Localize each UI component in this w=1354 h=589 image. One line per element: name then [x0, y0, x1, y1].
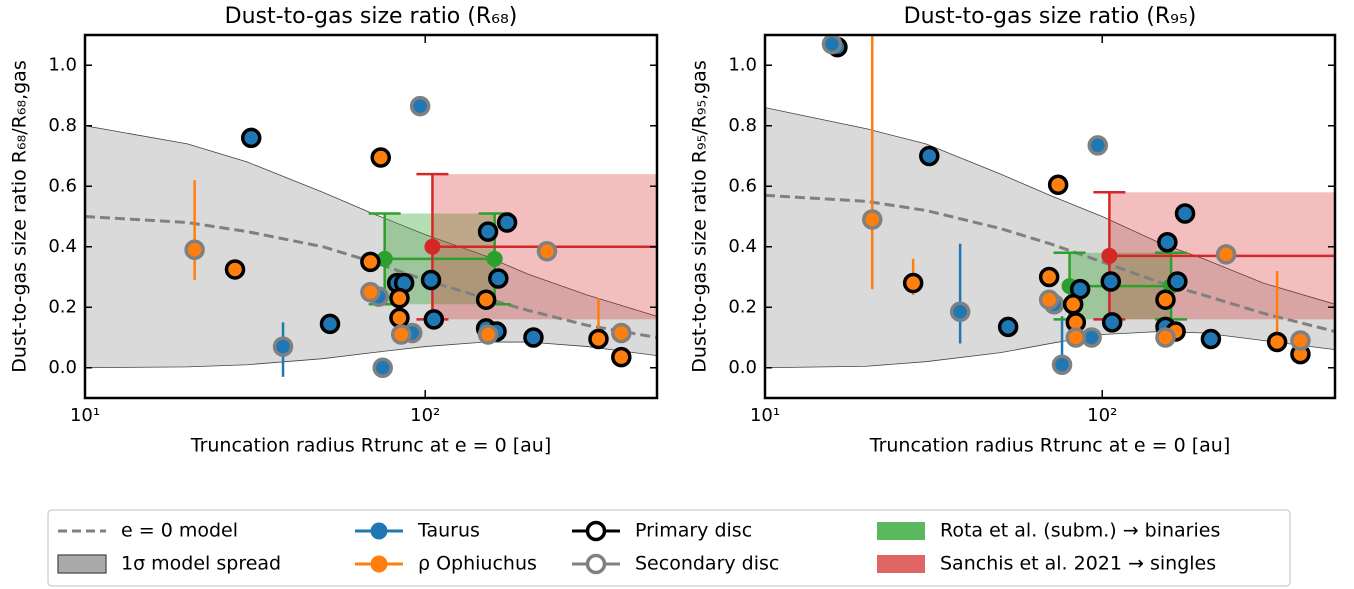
point — [1157, 231, 1178, 253]
legend-label: 1σ model spread — [121, 553, 281, 575]
x-axis-label: Truncation radius Rtrunc at e = 0 [au] — [190, 435, 552, 457]
y-tick-label: 0.4 — [728, 236, 757, 257]
sanchis-point — [1101, 247, 1118, 264]
point — [1065, 327, 1087, 348]
y-tick-label: 0.2 — [728, 296, 757, 317]
point — [496, 212, 518, 233]
plot-area — [765, 35, 1335, 375]
x-tick-label: 10² — [410, 405, 440, 426]
point — [389, 307, 410, 329]
y-tick-label: 0.6 — [728, 175, 757, 196]
y-tick-label: 0.8 — [728, 115, 757, 136]
model-spread — [765, 107, 1335, 369]
point — [475, 289, 497, 310]
y-axis-label: Dust-to-gas size ratio R₉₅/R₉₅,gas — [689, 60, 711, 372]
rota-point — [486, 250, 503, 267]
point — [423, 309, 445, 330]
point — [360, 281, 381, 303]
legend-handle — [370, 555, 388, 573]
point — [477, 324, 499, 345]
point — [588, 328, 609, 350]
rota-point — [376, 250, 393, 267]
point — [1290, 330, 1311, 351]
chart-title: Dust-to-gas size ratio (R₆₈) — [225, 4, 518, 29]
point — [409, 95, 431, 117]
point — [997, 316, 1019, 338]
x-axis-label: Truncation radius Rtrunc at e = 0 [au] — [869, 435, 1231, 457]
point — [372, 357, 393, 378]
point — [370, 147, 391, 168]
point — [536, 241, 558, 262]
point — [1101, 312, 1123, 333]
legend-handle — [585, 553, 607, 575]
point — [821, 35, 843, 55]
point — [1167, 271, 1188, 292]
y-axis-label: Dust-to-gas size ratio R₆₈/R₆₈,gas — [9, 60, 31, 372]
x-tick-label: 10¹ — [70, 405, 100, 426]
x-tick-label: 10¹ — [750, 405, 780, 426]
plot-area — [85, 95, 657, 378]
x-tick-label: 10² — [1087, 405, 1117, 426]
y-tick-label: 0.8 — [48, 115, 77, 136]
point — [1215, 244, 1237, 265]
point — [1062, 293, 1084, 315]
chart-title: Dust-to-gas size ratio (R₉₅) — [904, 4, 1197, 29]
legend-handle — [877, 555, 925, 573]
point — [1038, 266, 1060, 288]
point — [1174, 203, 1196, 224]
point — [1038, 289, 1060, 310]
legend-handle — [370, 522, 388, 540]
point — [862, 209, 883, 230]
legend-handle — [877, 522, 925, 540]
point — [319, 313, 341, 335]
point — [389, 287, 410, 309]
point — [1051, 354, 1073, 375]
point — [272, 336, 294, 357]
legend-handle — [585, 520, 607, 542]
point — [949, 301, 971, 323]
legend-handle — [57, 554, 107, 574]
legend-label: Secondary disc — [635, 553, 779, 575]
legend-label: ρ Ophiuchus — [418, 553, 537, 575]
point — [611, 322, 632, 344]
legend-label: e = 0 model — [121, 520, 238, 542]
point — [390, 324, 412, 345]
point — [224, 259, 246, 280]
legend-label: Taurus — [417, 520, 480, 542]
axes-frame — [763, 33, 1337, 400]
point — [477, 221, 499, 242]
point — [488, 268, 509, 289]
model-line — [85, 215, 657, 339]
point — [420, 269, 442, 291]
y-tick-label: 0.6 — [48, 175, 77, 196]
point — [1266, 331, 1288, 353]
point — [611, 346, 632, 368]
axes-frame — [83, 33, 659, 400]
legend-box — [47, 509, 1291, 587]
point — [1087, 135, 1109, 156]
point — [523, 327, 544, 348]
point — [1200, 328, 1222, 350]
point — [1155, 289, 1176, 310]
y-tick-label: 1.0 — [728, 54, 757, 75]
point — [184, 239, 205, 261]
y-tick-label: 1.0 — [48, 54, 77, 75]
y-tick-label: 0.0 — [728, 357, 757, 378]
y-tick-label: 0.0 — [48, 357, 77, 378]
y-tick-label: 0.4 — [48, 236, 77, 257]
point — [1047, 174, 1069, 195]
sanchis-point — [424, 238, 441, 255]
y-tick-label: 0.2 — [48, 296, 77, 317]
legend-label: Sanchis et al. 2021 → singles — [940, 553, 1216, 575]
point — [902, 272, 924, 294]
legend-label: Primary disc — [635, 520, 752, 542]
point — [919, 145, 940, 167]
legend-label: Rota et al. (subm.) → binaries — [940, 520, 1220, 542]
point — [360, 251, 381, 273]
point — [1155, 327, 1176, 348]
point — [240, 127, 262, 149]
point — [1100, 271, 1122, 292]
